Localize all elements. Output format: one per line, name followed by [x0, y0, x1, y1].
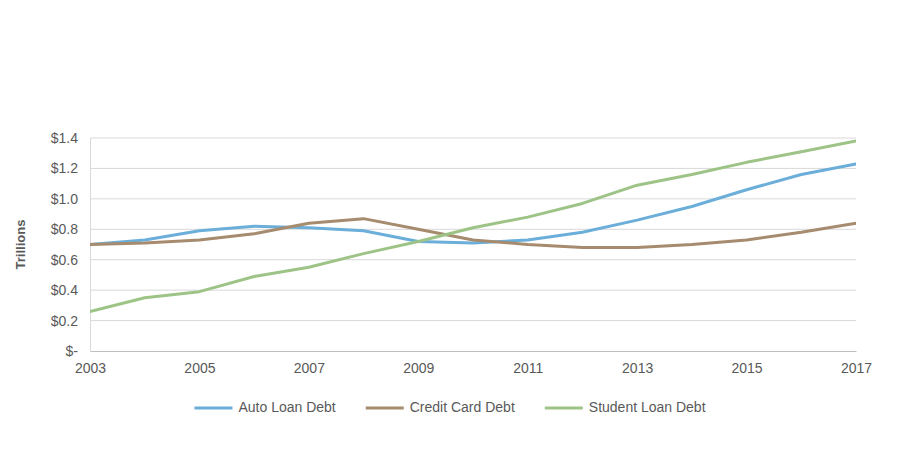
tick-label: $0.6 — [51, 252, 78, 268]
tick-label: $1.0 — [51, 191, 78, 207]
tick-label: $1.4 — [51, 130, 78, 146]
tick: $0.2 — [51, 313, 90, 329]
series-line — [90, 141, 856, 311]
legend-item: Credit Card Debt — [366, 399, 515, 415]
grid — [90, 138, 856, 321]
tick-label: 2011 — [513, 360, 543, 376]
tick: 2009 — [403, 351, 434, 376]
tick-label: $0.4 — [51, 282, 78, 298]
grid-line — [90, 320, 856, 321]
tick-label: 2009 — [403, 360, 434, 376]
tick-label: $- — [66, 343, 79, 359]
tick: $0.6 — [51, 252, 90, 268]
tick-label: 2013 — [622, 360, 653, 376]
tick: $0.4 — [51, 282, 90, 298]
tick-label: 2005 — [184, 360, 215, 376]
lines — [90, 141, 856, 311]
axis-line — [91, 351, 857, 352]
tick-label: 2015 — [731, 360, 762, 376]
tick: 2013 — [622, 351, 653, 376]
legend-swatch — [545, 407, 583, 410]
tick: 2003 — [75, 351, 106, 376]
tick: $- — [66, 343, 90, 359]
tick: $0.8 — [51, 221, 90, 237]
tick-label: 2017 — [841, 360, 872, 376]
x-axis: 2003 2005 2007 2009 2011 2013 2015 2017 — [75, 351, 872, 376]
tick: 2005 — [184, 351, 215, 376]
tick-label: 2003 — [75, 360, 106, 376]
tick: 2015 — [731, 351, 762, 376]
grid-line — [90, 138, 856, 139]
grid-line — [90, 198, 856, 199]
tick-label: $0.2 — [51, 313, 78, 329]
tick-label: $0.8 — [51, 221, 78, 237]
legend-label: Credit Card Debt — [410, 399, 515, 415]
tick: $1.2 — [51, 160, 90, 176]
series-line — [90, 164, 856, 245]
tick: $1.4 — [51, 130, 90, 146]
plot: $-$0.2$0.4$0.6$0.8$1.0$1.2$1.42003200520… — [51, 130, 873, 376]
tick-label: $1.2 — [51, 160, 78, 176]
tick-label: 2007 — [294, 360, 325, 376]
tick: $1.0 — [51, 191, 90, 207]
tick: 2007 — [294, 351, 325, 376]
legend-swatch — [194, 407, 232, 410]
legend-label: Student Loan Debt — [589, 399, 706, 415]
grid-line — [90, 168, 856, 169]
legend: Auto Loan Debt Credit Card Debt Student Lo… — [194, 399, 705, 415]
grid-line — [90, 259, 856, 260]
series-line — [90, 219, 856, 248]
axis-title: Trillions — [13, 220, 28, 270]
tick: 2011 — [513, 351, 543, 376]
legend-item: Student Loan Debt — [545, 399, 706, 415]
y-axis: $- $0.2 $0.4 $0.6 $0.8 $1.0 $1.2 $1.4 — [51, 130, 91, 359]
legend-label: Auto Loan Debt — [238, 399, 335, 415]
legend-item: Auto Loan Debt — [194, 399, 335, 415]
legend-swatch — [366, 407, 404, 410]
chart: $-$0.2$0.4$0.6$0.8$1.0$1.2$1.42003200520… — [0, 0, 900, 450]
tick: 2017 — [841, 351, 872, 376]
